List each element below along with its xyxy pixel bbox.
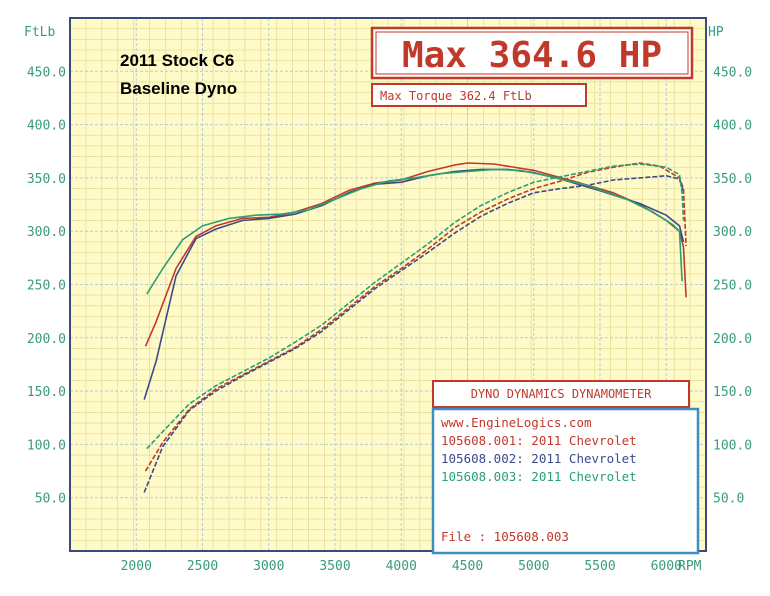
x-axis-tick-label: 5500 xyxy=(584,559,615,574)
legend-run-2: 105608.002: 2011 Chevrolet xyxy=(441,451,637,466)
right-axis-tick-label: 250.0 xyxy=(713,279,752,294)
caption-line-2: Baseline Dyno xyxy=(120,79,237,98)
left-axis-tick-label: 50.0 xyxy=(35,492,66,507)
max-hp-label: Max 364.6 HP xyxy=(402,35,662,76)
run-3-torque-curve xyxy=(146,168,683,295)
x-axis-tick-label: 3500 xyxy=(319,559,350,574)
x-axis-tick-label: 2500 xyxy=(187,559,218,574)
left-axis-tick-label: 400.0 xyxy=(27,119,66,134)
x-unit-label: RPM xyxy=(678,559,702,574)
left-axis-tick-label: 150.0 xyxy=(27,385,66,400)
max-hp-box-inner xyxy=(375,31,689,75)
run-1-hp-curve xyxy=(144,162,687,472)
dyno-curves xyxy=(143,162,687,493)
left-unit-label: FtLb xyxy=(24,25,55,40)
tick-labels: 50.0 100.0 150.0 200.0 250.0 300.0 350.0 400.0 4… xyxy=(27,65,752,574)
legend-title: DYNO DYNAMICS DYNAMOMETER xyxy=(471,387,652,401)
caption-line-1: 2011 Stock C6 xyxy=(120,51,234,70)
legend-run-1: 105608.001: 2011 Chevrolet xyxy=(441,433,637,448)
left-axis-tick-label: 200.0 xyxy=(27,332,66,347)
x-axis-tick-label: 4000 xyxy=(386,559,417,574)
right-unit-label: HP xyxy=(708,25,724,40)
right-axis-tick-label: 400.0 xyxy=(713,119,752,134)
x-axis-tick-label: 4500 xyxy=(452,559,483,574)
right-axis-tick-label: 200.0 xyxy=(713,332,752,347)
right-axis-tick-label: 350.0 xyxy=(713,172,752,187)
legend-website: www.EngineLogics.com xyxy=(441,415,592,430)
right-axis-tick-label: 300.0 xyxy=(713,225,752,240)
x-axis-tick-label: 3000 xyxy=(253,559,284,574)
left-axis-tick-label: 300.0 xyxy=(27,225,66,240)
x-axis-tick-label: 5000 xyxy=(518,559,549,574)
left-axis-tick-label: 350.0 xyxy=(27,172,66,187)
run-2-hp-curve xyxy=(143,175,685,493)
left-axis-tick-label: 100.0 xyxy=(27,438,66,453)
x-axis-tick-label: 6000 xyxy=(651,559,682,574)
left-axis-tick-label: 450.0 xyxy=(27,65,66,80)
legend-run-3: 105608.003: 2011 Chevrolet xyxy=(441,469,637,484)
right-axis-tick-label: 100.0 xyxy=(713,438,752,453)
right-axis-tick-label: 150.0 xyxy=(713,385,752,400)
max-hp-box xyxy=(370,26,694,80)
legend-title-box xyxy=(432,380,690,408)
max-torque-label: Max Torque 362.4 FtLb xyxy=(380,89,532,103)
right-axis-tick-label: 50.0 xyxy=(713,492,744,507)
plot-frame xyxy=(69,17,707,552)
legend-panel xyxy=(431,407,700,555)
max-torque-box xyxy=(371,83,587,107)
x-axis-tick-label: 2000 xyxy=(121,559,152,574)
legend-file-line: File : 105608.003 xyxy=(441,529,569,544)
run-3-hp-curve xyxy=(146,163,685,450)
left-axis-tick-label: 250.0 xyxy=(27,279,66,294)
right-axis-tick-label: 450.0 xyxy=(713,65,752,80)
